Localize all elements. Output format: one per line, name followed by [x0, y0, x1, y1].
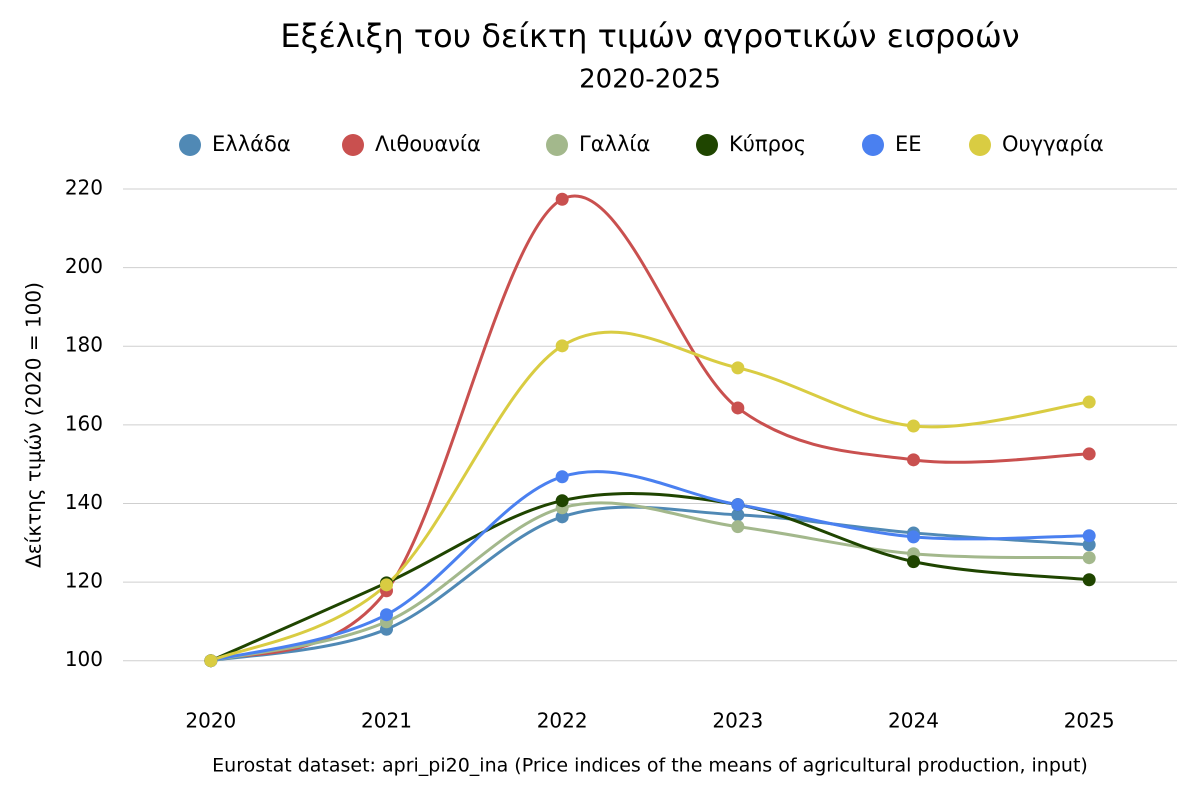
data-point — [907, 419, 920, 433]
x-tick-label: 2023 — [712, 709, 763, 733]
y-tick-label: 120 — [65, 569, 103, 593]
series-line — [210, 501, 1090, 663]
data-point — [907, 555, 920, 569]
data-point — [1082, 573, 1096, 587]
legend-marker — [696, 134, 718, 156]
data-point — [1082, 551, 1096, 565]
data-point — [204, 654, 218, 668]
data-point — [380, 578, 393, 592]
series-line — [210, 330, 1090, 663]
data-point — [555, 510, 569, 524]
x-tick-label: 2024 — [888, 709, 939, 733]
y-axis-label: Δείκτης τιμών (2020 = 100) — [22, 282, 46, 568]
data-point — [1082, 447, 1096, 461]
legend-label: Γαλλία — [579, 132, 650, 156]
data-point — [731, 520, 745, 534]
legend-marker — [546, 134, 568, 156]
data-point — [907, 530, 920, 544]
legend-marker — [969, 134, 991, 156]
data-point — [1082, 395, 1096, 409]
legend-label: Λιθουανία — [375, 132, 481, 156]
data-point — [555, 192, 569, 206]
legend-marker — [179, 134, 201, 156]
chart-subtitle: 2020-2025 — [579, 65, 721, 95]
x-tick-label: 2022 — [537, 709, 588, 733]
data-point — [1082, 529, 1096, 543]
data-point — [555, 339, 569, 353]
x-tick-label: 2020 — [185, 709, 236, 733]
data-point — [555, 494, 569, 508]
legend-marker — [342, 134, 364, 156]
data-point — [555, 470, 569, 484]
legend-label: Ουγγαρία — [1002, 132, 1104, 156]
data-point — [731, 361, 745, 375]
series-line — [210, 470, 1090, 663]
y-tick-label: 140 — [65, 490, 103, 514]
x-tick-label: 2021 — [361, 709, 412, 733]
y-tick-label: 200 — [65, 254, 103, 278]
y-tick-label: 100 — [65, 647, 103, 671]
legend-label: ΕΕ — [895, 132, 922, 156]
legend-marker — [862, 134, 884, 156]
x-tick-label: 2025 — [1064, 709, 1115, 733]
data-point — [731, 508, 745, 522]
data-point — [380, 608, 393, 622]
data-point — [731, 401, 745, 415]
source-note: Eurostat dataset: apri_pi20_ina (Price i… — [212, 755, 1088, 777]
data-point — [1082, 538, 1096, 552]
y-tick-label: 160 — [65, 411, 103, 435]
chart-title: Εξέλιξη του δείκτη τιμών αγροτικών εισρο… — [280, 17, 1019, 55]
data-point — [907, 453, 920, 467]
y-tick-label: 220 — [65, 176, 103, 200]
series-line — [210, 194, 1090, 663]
legend-label: Ελλάδα — [212, 132, 291, 156]
data-point — [731, 498, 745, 512]
legend-label: Κύπρος — [729, 132, 806, 156]
series-line — [210, 492, 1090, 663]
y-tick-label: 180 — [65, 333, 103, 357]
